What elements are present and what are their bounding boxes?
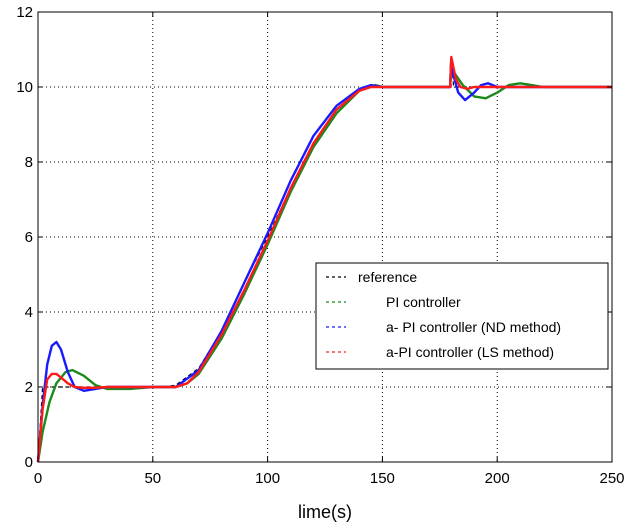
y-tick-label: 10: [16, 79, 33, 96]
y-tick-label: 0: [25, 454, 33, 471]
series-lines: [36, 55, 612, 463]
y-tick-label: 4: [25, 304, 33, 321]
y-tick-label: 6: [25, 229, 33, 246]
series-line-3: [36, 55, 612, 463]
y-tick-label: 8: [25, 154, 33, 171]
legend-box: [315, 262, 609, 370]
x-tick-label: 100: [255, 470, 280, 487]
legend-label-1: PI controller: [386, 294, 461, 310]
x-tick-label: 200: [485, 470, 510, 487]
x-axis-label: lime(s): [298, 502, 352, 522]
legend-label-2: a- PI controller (ND method): [386, 319, 561, 335]
legend-label-0: reference: [358, 269, 417, 285]
x-tick-label: 0: [34, 470, 42, 487]
series-line-2: [36, 57, 612, 463]
plot-frame: [37, 11, 613, 463]
x-tick-label: 50: [144, 470, 161, 487]
x-tick-label: 250: [599, 470, 624, 487]
y-tick-label: 2: [25, 379, 33, 396]
legend: reference PI controller a- PI controller (…: [315, 262, 609, 370]
series-line-0: [37, 56, 612, 463]
axis-ticks: 0 50 100 150 200 250 0 2 4 6 8 10 12: [16, 4, 624, 487]
x-tick-label: 150: [370, 470, 395, 487]
y-tick-label: 12: [16, 4, 33, 21]
legend-label-3: a-PI controller (LS method): [386, 344, 554, 360]
grid: [38, 12, 612, 462]
series-line-1: [36, 57, 612, 463]
